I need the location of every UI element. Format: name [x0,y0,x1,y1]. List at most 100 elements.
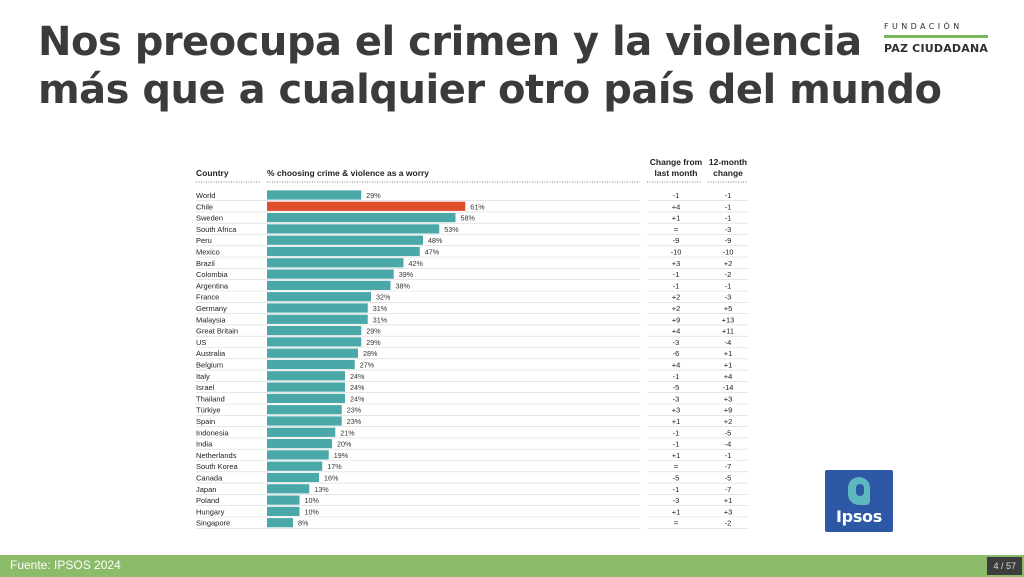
bar-value-label: 16% [324,474,339,483]
bar-value-label: 8% [298,519,309,528]
change-month-value: +3 [672,406,681,415]
bar [267,246,420,257]
bar-value-label: 61% [470,202,485,211]
change-12m-value: +1 [724,349,733,358]
country-label: South Africa [196,225,237,234]
bar-value-label: 10% [305,507,320,516]
change-month-value: -1 [673,281,680,290]
change-month-value: = [674,462,679,471]
change-12m-value: -1 [725,202,732,211]
change-month-value: -1 [673,428,680,437]
change-month-value: +1 [672,451,681,460]
change-12m-value: +9 [724,406,733,415]
country-label: Brazil [196,259,215,268]
change-12m-value: -4 [725,338,732,347]
bar-value-label: 27% [360,361,375,370]
change-12m-value: -14 [723,383,734,392]
bar [267,314,368,324]
change-month-value: -3 [673,496,680,505]
bar-value-label: 19% [334,451,349,460]
bar-value-label: 42% [409,259,424,268]
country-label: South Korea [196,462,239,471]
country-label: World [196,191,215,200]
change-12m-value: -4 [725,440,732,449]
change-month-value: -3 [673,338,680,347]
logo-bottom-text: PAZ CIUDADANA [884,42,989,55]
ipsos-logo: Ipsos [825,470,893,532]
bar-value-label: 29% [366,191,381,200]
header-change-month-line1: Change from [650,157,703,167]
country-label: Belgium [196,361,223,370]
change-month-value: -1 [673,440,680,449]
bar-value-label: 24% [350,383,365,392]
country-label: Hungary [196,507,225,516]
footer-bar: Fuente: IPSOS 2024 4 / 57 [0,555,1024,577]
bar [267,506,300,516]
change-month-value: +9 [672,315,681,324]
bar [267,393,345,403]
change-month-value: -3 [673,394,680,403]
country-label: Peru [196,236,212,245]
change-month-value: +1 [672,214,681,223]
change-month-value: -1 [673,372,680,381]
country-label: Singapore [196,519,230,528]
country-label: Australia [196,349,226,358]
change-12m-value: -7 [725,485,732,494]
bar-value-label: 28% [363,349,378,358]
change-month-value: -1 [673,191,680,200]
bar [267,359,355,370]
bar-value-label: 24% [350,372,365,381]
bar [267,280,391,290]
change-12m-value: -2 [725,519,732,528]
bar-value-label: 31% [373,304,388,313]
bar-value-label: 38% [396,281,411,290]
change-12m-value: -1 [725,191,732,200]
change-month-value: +2 [672,304,681,313]
change-12m-value: +2 [724,259,733,268]
slide-title: Nos preocupa el crimen y la violencia má… [38,18,942,114]
header-metric: % choosing crime & violence as a worry [267,168,429,178]
fundacion-paz-ciudadana-logo: FUNDACIÓN PAZ CIUDADANA [884,22,992,55]
bar [267,461,323,471]
country-label: Thailand [196,394,225,403]
bar [267,371,345,381]
title-line-2: más que a cualquier otro país del mundo [38,67,942,113]
country-label: Canada [196,474,223,483]
country-label: Malaysia [196,315,226,324]
page-indicator: 4 / 57 [987,557,1022,575]
country-label: Chile [196,202,213,211]
header-change-12m-line2: change [713,168,743,178]
change-month-value: -5 [673,474,680,483]
change-12m-value: +3 [724,507,733,516]
change-12m-value: +1 [724,496,733,505]
change-month-value: = [674,225,679,234]
ipsos-logo-text: Ipsos [836,507,882,526]
change-month-value: +1 [672,507,681,516]
bar-highlight [267,201,466,211]
bar-value-label: 17% [327,462,342,471]
bar [267,484,310,494]
country-label: France [196,293,219,302]
change-month-value: +2 [672,293,681,302]
change-month-value: +4 [672,202,681,211]
bar [267,337,362,347]
country-label: Netherlands [196,451,237,460]
bar [267,405,342,415]
change-12m-value: +2 [724,417,733,426]
country-label: Colombia [196,270,229,279]
bar [267,427,336,437]
change-month-value: +3 [672,259,681,268]
country-label: Indonesia [196,428,229,437]
country-label: Argentina [196,281,229,290]
bar-value-label: 21% [340,428,355,437]
bar-value-label: 58% [461,214,476,223]
bar-value-label: 23% [347,406,362,415]
bar-value-label: 29% [366,327,381,336]
bar-value-label: 10% [305,496,320,505]
country-label: Mexico [196,248,220,257]
bar [267,224,440,234]
change-month-value: +4 [672,361,681,370]
bar-value-label: 48% [428,236,443,245]
change-12m-value: -3 [725,293,732,302]
bar-value-label: 47% [425,248,440,257]
